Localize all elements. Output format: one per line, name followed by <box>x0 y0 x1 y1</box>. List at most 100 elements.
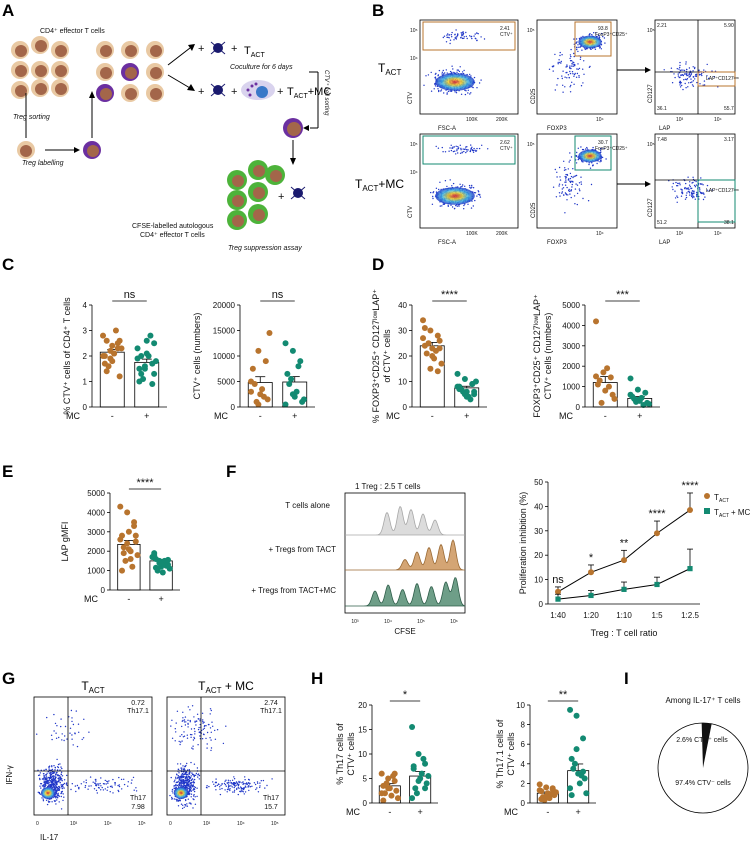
flow-dot <box>449 179 451 181</box>
cell-nucleus <box>35 65 47 77</box>
panel-label-g: G <box>2 669 15 688</box>
flow-dot <box>44 780 46 783</box>
flow-dot <box>678 68 680 70</box>
flow-dot <box>96 792 99 794</box>
flow-dot <box>42 800 45 802</box>
quad-ll: 36.1 <box>657 106 667 112</box>
data-point <box>259 386 266 393</box>
y-axis-label: CD127 <box>648 84 654 103</box>
flow-dot <box>43 781 45 784</box>
flow-dot <box>441 146 443 149</box>
flow-dot <box>459 152 462 154</box>
flow-dot <box>56 771 58 774</box>
flow-dot <box>575 155 578 157</box>
flow-dot <box>691 195 693 197</box>
flow-dot <box>55 783 58 786</box>
flow-dot <box>57 780 59 783</box>
flow-dot <box>471 146 473 148</box>
flow-dot <box>435 145 437 148</box>
data-point <box>262 358 269 365</box>
legend-label: T <box>714 508 719 517</box>
flow-dot <box>65 782 68 784</box>
flow-dot <box>181 807 184 810</box>
flow-dot <box>58 786 60 788</box>
x-tick: 100K <box>466 117 478 123</box>
flow-dot <box>685 196 688 199</box>
flow-dot <box>190 736 192 738</box>
flow-dot <box>199 735 201 737</box>
data-point <box>138 353 145 359</box>
flow-dot <box>563 194 565 196</box>
data-point <box>434 368 441 375</box>
data-point <box>388 792 395 799</box>
flow-dot <box>691 194 693 196</box>
flow-dot <box>189 788 191 791</box>
flow-dot <box>686 78 689 80</box>
flow-dot <box>77 787 80 789</box>
data-point <box>248 388 255 395</box>
flow-dot <box>184 716 187 718</box>
flow-dot <box>431 203 434 205</box>
flow-dot <box>592 146 594 149</box>
flow-dot <box>238 787 240 790</box>
flow-dot <box>242 783 244 786</box>
flow-dot <box>189 709 191 711</box>
flow-dot <box>702 192 705 194</box>
flow-dot <box>83 718 85 720</box>
flow-dot <box>249 786 252 788</box>
flow-dot <box>691 81 693 83</box>
flow-dot <box>241 782 243 784</box>
flow-dot <box>186 803 188 805</box>
flow-dot <box>43 779 45 781</box>
flow-dot <box>573 175 575 178</box>
flow-dot <box>460 37 462 39</box>
data-point <box>627 391 634 398</box>
flow-dot <box>246 783 248 786</box>
flow-dot <box>242 788 245 791</box>
flow-dot <box>45 768 47 771</box>
gate-value: 93.8 <box>598 26 608 32</box>
flow-dot <box>556 176 558 178</box>
y-axis-label: % Th17 cells of <box>335 723 345 785</box>
y-tick-label: 0 <box>231 403 236 412</box>
data-point <box>107 355 114 362</box>
flow-dot <box>588 163 590 166</box>
flow-dot <box>187 780 189 782</box>
flow-dot <box>576 68 578 70</box>
flow-dot <box>451 31 453 34</box>
flow-dot <box>87 788 89 790</box>
flow-dot <box>56 769 59 771</box>
flow-dot <box>477 193 480 196</box>
flow-dot <box>233 789 236 791</box>
cfse-histogram <box>345 577 466 607</box>
flow-dot <box>600 160 602 162</box>
mc-label: MC <box>346 807 360 817</box>
data-point <box>654 581 660 588</box>
y-tick-label: 20 <box>358 701 367 710</box>
data-point <box>409 724 416 731</box>
flow-dot <box>699 188 701 190</box>
y-tick-label: 8 <box>521 721 526 730</box>
flow-dot <box>71 717 73 719</box>
flow-dot <box>571 71 574 73</box>
flow-dot <box>44 785 46 787</box>
flow-dot <box>210 739 212 741</box>
svg-text:+: + <box>198 43 204 55</box>
flow-dot <box>603 37 606 39</box>
flow-dot <box>55 732 57 734</box>
flow-dot <box>203 733 205 736</box>
y-tick-label: 20 <box>398 352 407 361</box>
flow-dot <box>109 791 111 793</box>
y-tick-label: 5000 <box>217 378 235 387</box>
flow-dot <box>185 779 187 781</box>
data-point <box>573 712 580 719</box>
flow-dot <box>186 734 188 736</box>
flow-dot <box>185 764 187 767</box>
flow-dot <box>194 733 196 735</box>
flow-dot <box>450 149 453 152</box>
flow-dot <box>55 773 57 775</box>
flow-dot <box>95 783 97 785</box>
flow-dot <box>224 789 226 791</box>
